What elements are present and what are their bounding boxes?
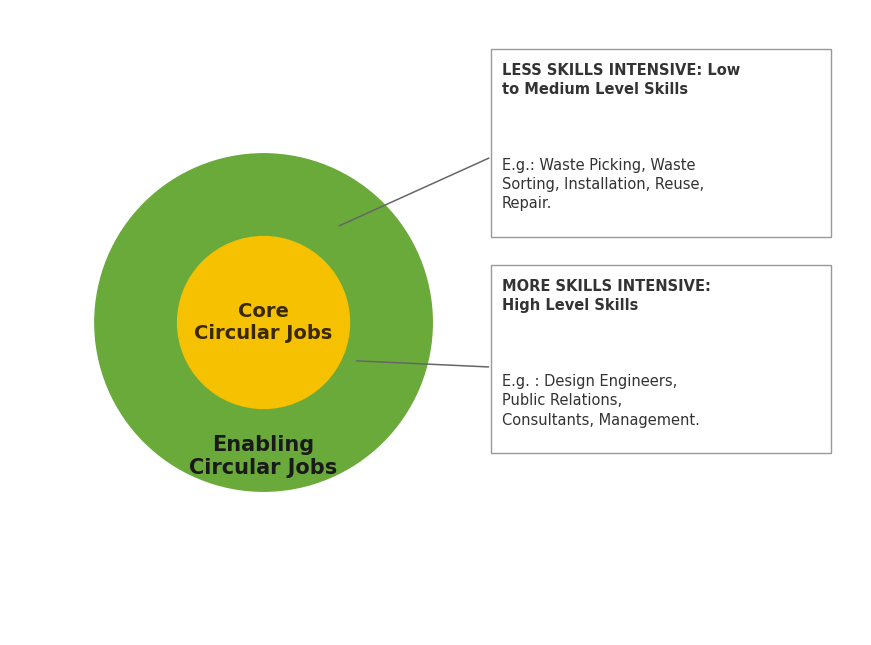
FancyBboxPatch shape <box>491 49 831 237</box>
Text: E.g.: Waste Picking, Waste
Sorting, Installation, Reuse,
Repair.: E.g.: Waste Picking, Waste Sorting, Inst… <box>502 157 704 211</box>
Text: E.g. : Design Engineers,
Public Relations,
Consultants, Management.: E.g. : Design Engineers, Public Relation… <box>502 374 699 428</box>
Text: LESS SKILLS INTENSIVE: Low
to Medium Level Skills: LESS SKILLS INTENSIVE: Low to Medium Lev… <box>502 63 740 97</box>
Text: MORE SKILLS INTENSIVE:
High Level Skills: MORE SKILLS INTENSIVE: High Level Skills <box>502 279 711 313</box>
Text: Core
Circular Jobs: Core Circular Jobs <box>194 302 333 343</box>
Circle shape <box>95 154 432 491</box>
Circle shape <box>178 237 349 408</box>
FancyBboxPatch shape <box>491 265 831 453</box>
Text: Enabling
Circular Jobs: Enabling Circular Jobs <box>189 435 338 478</box>
